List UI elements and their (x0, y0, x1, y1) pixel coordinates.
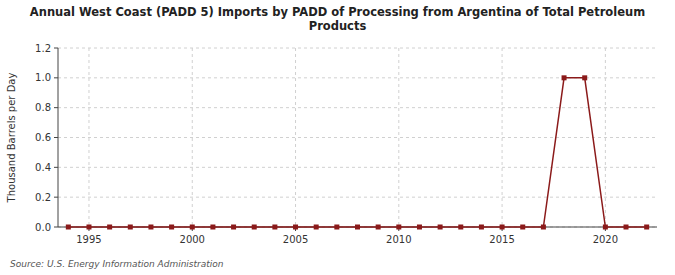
data-point (520, 225, 525, 230)
data-point (66, 225, 71, 230)
data-point (190, 225, 195, 230)
x-tick-label: 1995 (76, 234, 101, 245)
title-line: Annual West Coast (PADD 5) Imports by PA… (30, 5, 645, 19)
y-tick-label: 0.0 (35, 222, 51, 233)
y-tick (54, 107, 58, 108)
chart-title: Annual West Coast (PADD 5) Imports by PA… (30, 5, 645, 33)
y-tick-label: 1.2 (35, 43, 51, 54)
y-tick (54, 197, 58, 198)
data-point (128, 225, 133, 230)
data-point (355, 225, 360, 230)
data-point (417, 225, 422, 230)
data-point (148, 225, 153, 230)
grid (58, 48, 657, 227)
x-grid-line (605, 48, 606, 227)
data-point (169, 225, 174, 230)
x-tick-label: 2020 (593, 234, 618, 245)
data-point (231, 225, 236, 230)
x-tick-label: 2010 (386, 234, 411, 245)
data-point (314, 225, 319, 230)
axes: 0.0 0.2 0.4 0.6 0.8 1.0 1.2 1995 2000 2005 2010 201… (35, 43, 657, 246)
source-note: Source: U.S. Energy Information Administ… (10, 259, 224, 269)
y-tick-label: 0.2 (35, 192, 51, 203)
y-tick-label: 1.0 (35, 72, 51, 83)
y-tick-label: 0.4 (35, 162, 51, 173)
data-point (541, 225, 546, 230)
data-point (582, 75, 587, 80)
x-grid-line (88, 48, 89, 227)
title-line: Products (309, 19, 367, 33)
data-point (500, 225, 505, 230)
x-tick-label: 2015 (489, 234, 514, 245)
y-tick (54, 137, 58, 138)
x-grid-line (295, 48, 296, 227)
y-grid-line (58, 167, 657, 168)
y-tick (54, 167, 58, 168)
data-point (479, 225, 484, 230)
y-tick (54, 227, 58, 228)
data-point (458, 225, 463, 230)
data-point (293, 225, 298, 230)
data-point (396, 225, 401, 230)
y-axis-label: Thousand Barrels per Day (6, 73, 17, 204)
y-grid-line (58, 197, 657, 198)
x-grid-line (502, 48, 503, 227)
y-tick-label: 0.8 (35, 102, 51, 113)
chart-container: Annual West Coast (PADD 5) Imports by PA… (0, 0, 675, 275)
x-tick-label: 2005 (283, 234, 308, 245)
data-point (624, 225, 629, 230)
y-tick (54, 48, 58, 49)
chart-svg: Annual West Coast (PADD 5) Imports by PA… (0, 0, 675, 275)
data-point (562, 75, 567, 80)
data-point (210, 225, 215, 230)
data-point (272, 225, 277, 230)
x-grid-line (192, 48, 193, 227)
y-grid-line (58, 137, 657, 138)
y-axis-line (58, 48, 59, 227)
y-tick-label: 0.6 (35, 132, 51, 143)
y-grid-line (58, 107, 657, 108)
data-point (644, 225, 649, 230)
data-point (603, 225, 608, 230)
data-point (252, 225, 257, 230)
y-tick (54, 77, 58, 78)
y-grid-line (58, 48, 657, 49)
data-point (107, 225, 112, 230)
x-grid-line (398, 48, 399, 227)
x-tick-label: 2000 (180, 234, 205, 245)
data-point (438, 225, 443, 230)
data-point (86, 225, 91, 230)
data-point (376, 225, 381, 230)
data-line (68, 78, 646, 227)
data-point (334, 225, 339, 230)
data-layer (66, 75, 649, 229)
